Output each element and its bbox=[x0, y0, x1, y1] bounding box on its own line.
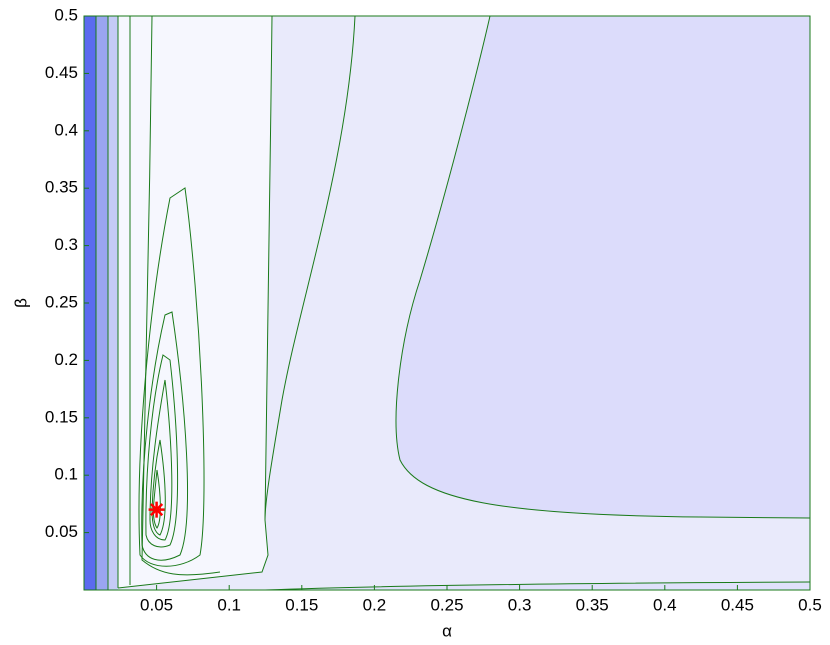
x-tick-label: 0.4 bbox=[653, 595, 677, 614]
y-tick-label: 0.15 bbox=[45, 407, 78, 426]
y-tick-label: 0.45 bbox=[45, 63, 78, 82]
x-tick-label: 0.1 bbox=[217, 595, 241, 614]
y-tick-label: 0.4 bbox=[54, 120, 78, 139]
x-tick-label: 0.3 bbox=[508, 595, 532, 614]
y-tick-label: 0.5 bbox=[54, 5, 78, 24]
marker-stroke bbox=[150, 503, 164, 517]
x-tick-label: 0.15 bbox=[285, 595, 318, 614]
y-tick-label: 0.1 bbox=[54, 465, 78, 484]
contour-lines bbox=[95, 15, 811, 591]
y-tick-label: 0.05 bbox=[45, 522, 78, 541]
y-tick-label: 0.3 bbox=[54, 235, 78, 254]
y-tick-label: 0.2 bbox=[54, 350, 78, 369]
marker bbox=[148, 501, 165, 518]
x-tick-label: 0.35 bbox=[576, 595, 609, 614]
x-tick-label: 0.05 bbox=[140, 595, 173, 614]
x-tick-label: 0.25 bbox=[430, 595, 463, 614]
y-tick-label: 0.25 bbox=[45, 292, 78, 311]
x-axis-label: α bbox=[442, 621, 452, 640]
x-tick-label: 0.2 bbox=[363, 595, 387, 614]
y-tick-label: 0.35 bbox=[45, 178, 78, 197]
x-tick-label: 0.45 bbox=[721, 595, 754, 614]
contour-fills bbox=[84, 16, 810, 590]
y-axis-label: β bbox=[11, 298, 30, 308]
x-tick-label: 0.5 bbox=[798, 595, 822, 614]
